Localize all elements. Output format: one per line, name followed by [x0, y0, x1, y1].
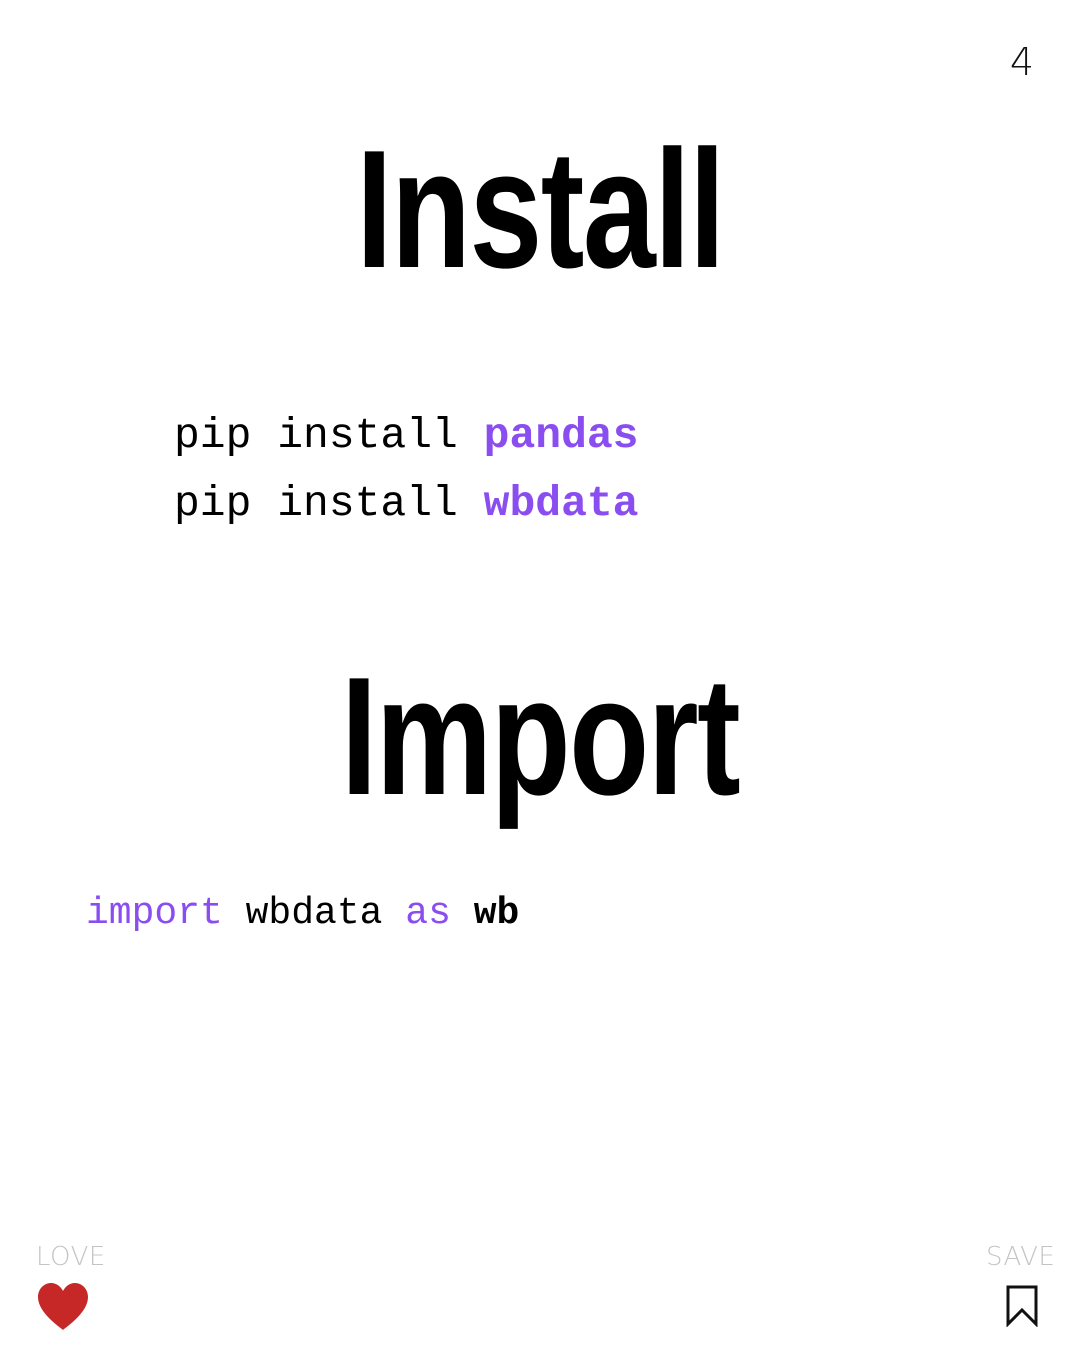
- package-name-wbdata: wbdata: [483, 479, 639, 528]
- heart-icon[interactable]: [36, 1282, 90, 1332]
- space: [451, 892, 474, 935]
- install-heading: Install: [356, 115, 725, 303]
- save-label: SAVE: [986, 1242, 1056, 1272]
- pip-install-text: pip install: [174, 479, 484, 528]
- as-keyword: as: [405, 892, 451, 935]
- module-name: wbdata: [222, 892, 406, 935]
- module-alias: wb: [473, 892, 520, 935]
- page-number: 4: [1009, 40, 1035, 84]
- package-name-pandas: pandas: [483, 411, 639, 460]
- bookmark-icon[interactable]: [1005, 1285, 1039, 1327]
- import-statement: import wbdata as wb: [86, 890, 519, 938]
- love-label: LOVE: [36, 1242, 106, 1272]
- import-heading: Import: [340, 642, 741, 830]
- import-keyword: import: [86, 892, 223, 935]
- install-command-pandas: pip install pandas: [174, 410, 638, 462]
- pip-install-text: pip install: [174, 411, 484, 460]
- install-command-wbdata: pip install wbdata: [174, 478, 638, 530]
